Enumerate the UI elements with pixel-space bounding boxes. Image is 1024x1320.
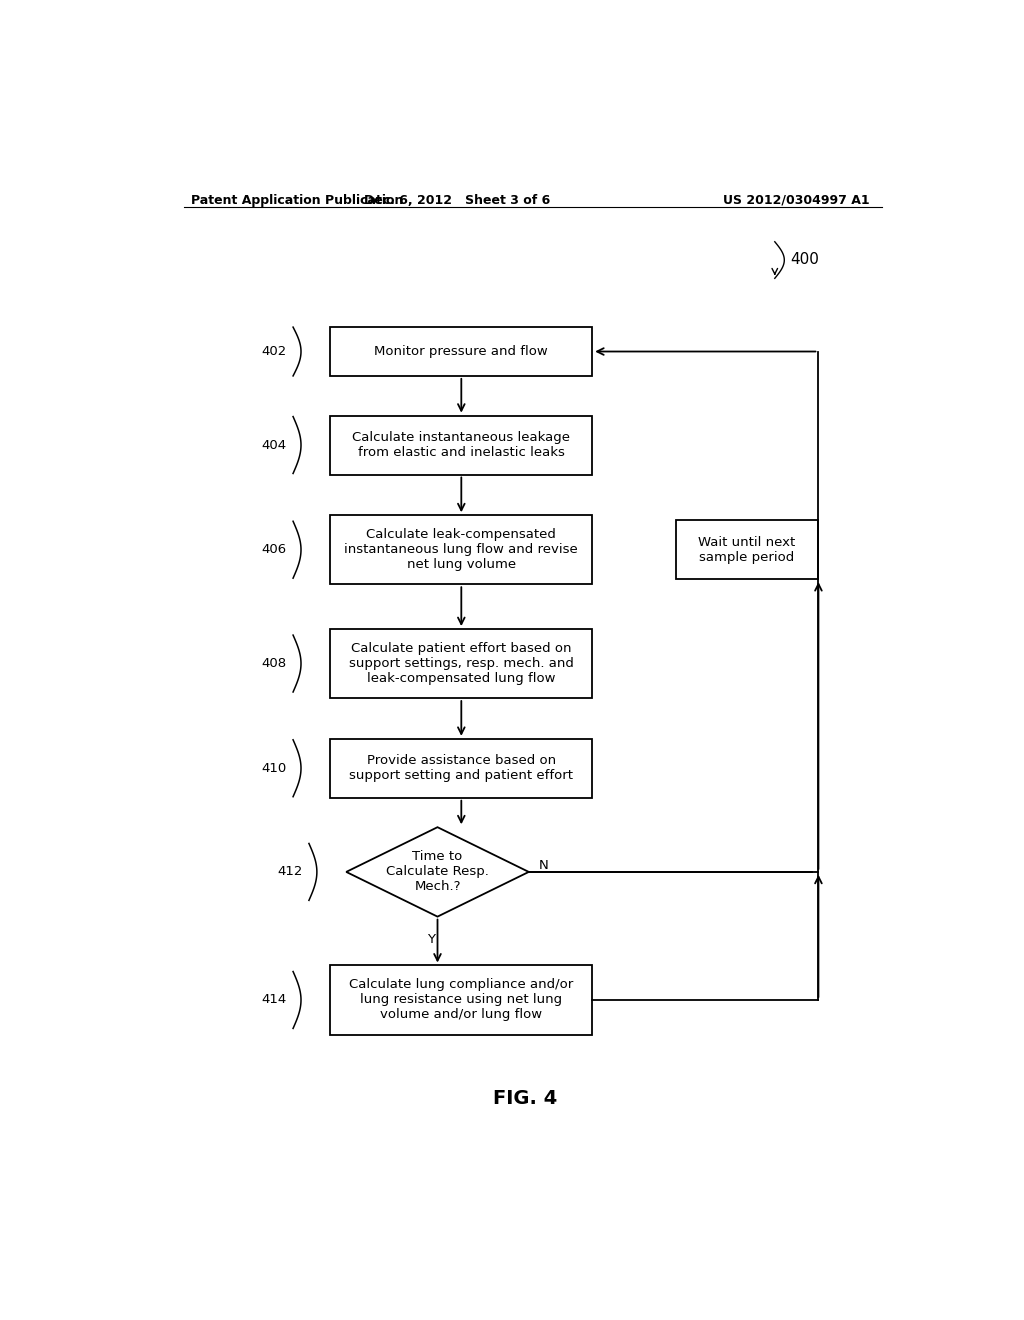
Text: US 2012/0304997 A1: US 2012/0304997 A1	[723, 194, 870, 207]
FancyBboxPatch shape	[331, 739, 592, 797]
Text: 406: 406	[261, 544, 287, 556]
Text: N: N	[539, 859, 548, 873]
FancyBboxPatch shape	[331, 965, 592, 1035]
FancyBboxPatch shape	[331, 515, 592, 585]
Text: 408: 408	[261, 657, 287, 671]
Text: 410: 410	[261, 762, 287, 775]
Text: 400: 400	[791, 252, 819, 267]
Text: Calculate leak-compensated
instantaneous lung flow and revise
net lung volume: Calculate leak-compensated instantaneous…	[344, 528, 579, 572]
Text: Calculate instantaneous leakage
from elastic and inelastic leaks: Calculate instantaneous leakage from ela…	[352, 432, 570, 459]
FancyBboxPatch shape	[331, 416, 592, 474]
Text: FIG. 4: FIG. 4	[493, 1089, 557, 1107]
Text: Calculate patient effort based on
support settings, resp. mech. and
leak-compens: Calculate patient effort based on suppor…	[349, 642, 573, 685]
FancyBboxPatch shape	[331, 630, 592, 698]
Text: Wait until next
sample period: Wait until next sample period	[698, 536, 796, 564]
Text: Patent Application Publication: Patent Application Publication	[191, 194, 403, 207]
Text: 402: 402	[261, 345, 287, 358]
Text: Monitor pressure and flow: Monitor pressure and flow	[375, 345, 548, 358]
Polygon shape	[346, 828, 528, 916]
Text: 404: 404	[261, 438, 287, 451]
Text: Time to
Calculate Resp.
Mech.?: Time to Calculate Resp. Mech.?	[386, 850, 488, 894]
FancyBboxPatch shape	[331, 327, 592, 376]
FancyBboxPatch shape	[676, 520, 818, 579]
Text: Y: Y	[427, 933, 435, 946]
Text: 412: 412	[278, 866, 303, 878]
Text: Calculate lung compliance and/or
lung resistance using net lung
volume and/or lu: Calculate lung compliance and/or lung re…	[349, 978, 573, 1022]
Text: 414: 414	[261, 994, 287, 1006]
Text: Provide assistance based on
support setting and patient effort: Provide assistance based on support sett…	[349, 754, 573, 783]
Text: Dec. 6, 2012   Sheet 3 of 6: Dec. 6, 2012 Sheet 3 of 6	[365, 194, 551, 207]
